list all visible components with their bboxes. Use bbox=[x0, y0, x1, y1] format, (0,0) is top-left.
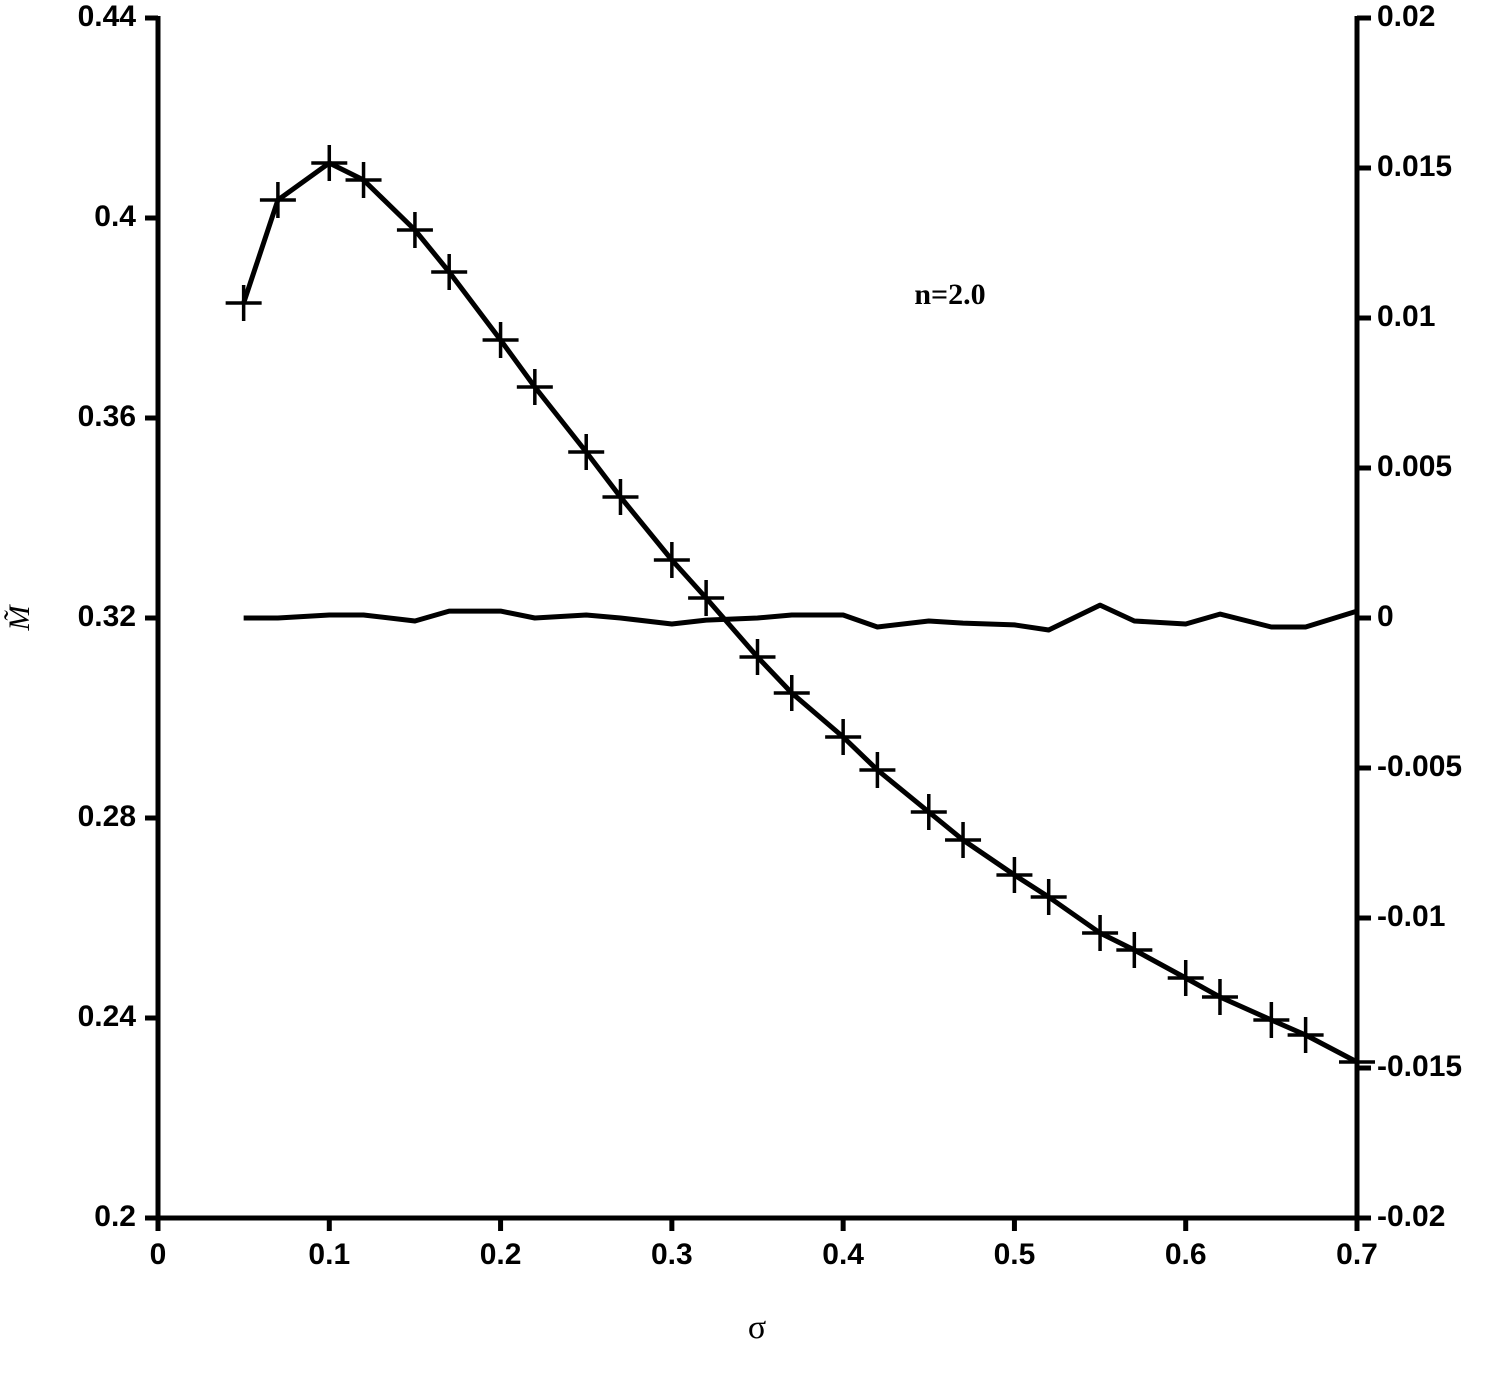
y-tick-label: 0.44 bbox=[78, 0, 137, 33]
point-marker bbox=[945, 822, 982, 858]
point-marker bbox=[825, 719, 862, 755]
point-marker bbox=[259, 182, 296, 218]
y-tick-label: 0.24 bbox=[78, 1000, 137, 1033]
point-marker bbox=[431, 254, 468, 290]
y-axis-label: M̃ bbox=[3, 604, 36, 632]
y2-tick-label: 0.02 bbox=[1377, 0, 1435, 33]
y2-tick-label: -0.015 bbox=[1377, 1050, 1462, 1083]
y-tick-label: 0.28 bbox=[78, 800, 136, 833]
point-marker bbox=[1082, 915, 1119, 951]
y2-tick-label: 0.005 bbox=[1377, 450, 1452, 483]
y-tick-label: 0.4 bbox=[94, 200, 136, 233]
point-marker bbox=[859, 752, 896, 788]
point-marker bbox=[345, 162, 382, 198]
y2-tick-label: -0.02 bbox=[1377, 1200, 1445, 1233]
y-tick-label: 0.32 bbox=[78, 600, 136, 633]
point-marker bbox=[516, 369, 553, 405]
point-marker bbox=[1167, 960, 1204, 996]
x-tick-label: 0.2 bbox=[480, 1238, 522, 1271]
y-tick-label: 0.2 bbox=[94, 1200, 136, 1233]
point-marker bbox=[225, 285, 262, 321]
point-marker bbox=[910, 794, 947, 830]
point-marker bbox=[1201, 979, 1238, 1015]
point-marker bbox=[1339, 1044, 1375, 1080]
y2-tick-label: 0.01 bbox=[1377, 300, 1435, 333]
x-tick-label: 0.6 bbox=[1165, 1238, 1207, 1271]
y2-tick-label: 0 bbox=[1377, 600, 1394, 633]
point-marker bbox=[1116, 932, 1153, 968]
x-tick-label: 0.4 bbox=[822, 1238, 864, 1271]
series-line bbox=[243, 602, 1358, 633]
point-marker bbox=[482, 322, 519, 358]
point-marker bbox=[311, 145, 348, 181]
point-marker bbox=[688, 580, 725, 616]
y-tick-label: 0.36 bbox=[78, 400, 136, 433]
x-tick-label: 0 bbox=[150, 1238, 167, 1271]
y2-tick-label: -0.01 bbox=[1377, 900, 1445, 933]
point-marker bbox=[996, 857, 1033, 893]
point-marker bbox=[602, 479, 639, 515]
x-tick-label: 0.3 bbox=[651, 1238, 693, 1271]
point-marker bbox=[1253, 1002, 1290, 1038]
x-tick-label: 0.1 bbox=[308, 1238, 350, 1271]
point-marker bbox=[1287, 1017, 1324, 1053]
annotation: n=2.0 bbox=[914, 278, 985, 311]
point-marker bbox=[396, 212, 433, 248]
y2-tick-label: 0.015 bbox=[1377, 150, 1452, 183]
point-marker bbox=[653, 542, 690, 578]
point-marker bbox=[1030, 879, 1067, 915]
point-marker bbox=[773, 675, 810, 711]
x-tick-label: 0.5 bbox=[994, 1238, 1036, 1271]
x-axis-label: σ bbox=[748, 1309, 766, 1346]
y2-tick-label: -0.005 bbox=[1377, 750, 1462, 783]
point-marker bbox=[568, 434, 605, 470]
x-tick-label: 0.7 bbox=[1336, 1238, 1378, 1271]
point-marker bbox=[739, 639, 776, 675]
